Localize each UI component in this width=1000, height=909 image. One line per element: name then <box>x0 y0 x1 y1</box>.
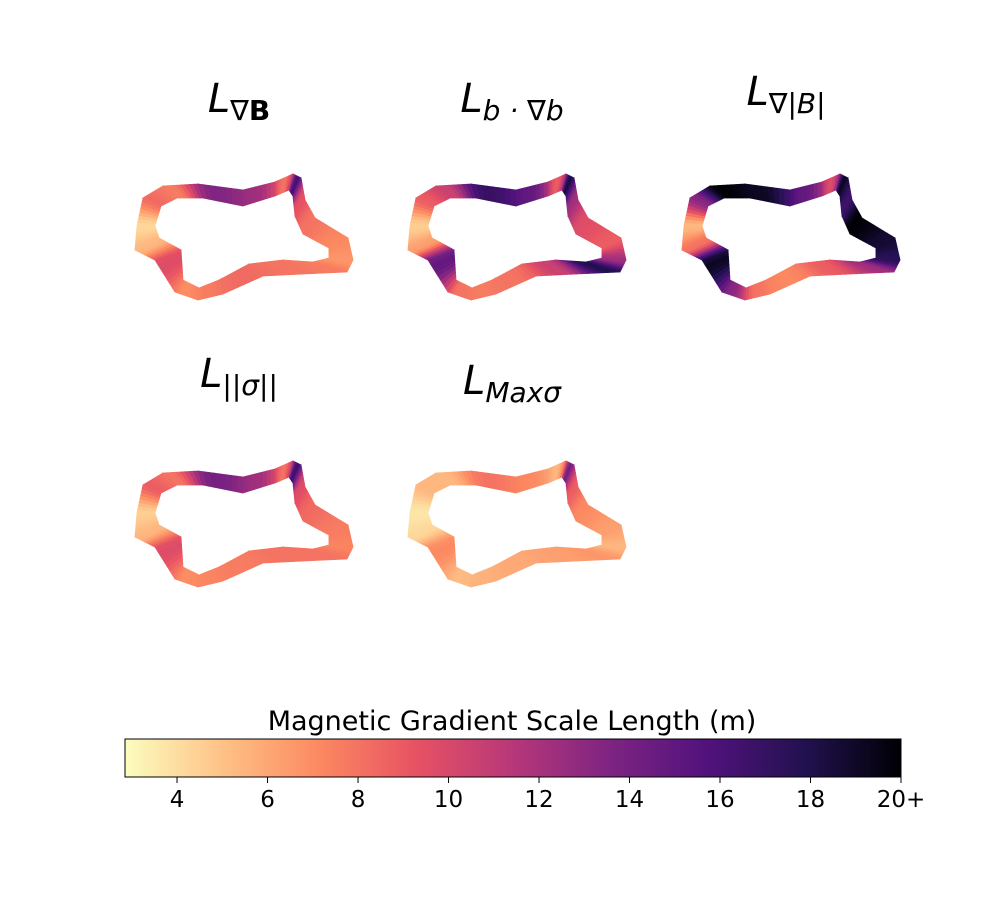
surface-segment <box>258 471 264 489</box>
surface-segment <box>509 475 517 494</box>
title-subscript: b · ∇b <box>483 94 564 127</box>
stellarator-surface <box>134 173 354 301</box>
surface-segment <box>236 188 244 207</box>
surface-segment <box>515 475 521 494</box>
surface-segment <box>543 468 549 485</box>
surface-segment <box>515 188 521 207</box>
colorbar: Magnetic Gradient Scale Length (m) 4 6 8 10… <box>124 706 926 813</box>
surface-segment <box>270 181 276 198</box>
surface-segment <box>409 512 430 517</box>
surface-segment <box>136 512 157 517</box>
surface-segment <box>242 188 248 207</box>
stellarator-surface <box>134 460 354 588</box>
title-subscript: ∇|B| <box>768 87 826 120</box>
panel-title-sigma-norm: L||σ|| <box>200 351 278 402</box>
panel-title-max-sigma: LMaxσ <box>463 358 562 409</box>
stellarator-surface <box>407 460 627 588</box>
colorbar-gradient <box>124 738 902 778</box>
surface-segment <box>519 474 525 493</box>
panel-title-grad-b: L∇B <box>208 76 270 127</box>
surface-segment <box>258 184 264 202</box>
surface-segment <box>246 187 252 206</box>
surface-segment <box>805 184 811 202</box>
colorbar-tick-label: 14 <box>615 787 644 813</box>
panel-max-sigma: LMaxσ <box>407 358 627 588</box>
colorbar-tick-label: 12 <box>524 787 553 813</box>
colorbar-tick-label: 10 <box>434 787 463 813</box>
title-subscript-bold: B <box>249 94 270 127</box>
panel-title-b-dot-grad-b: Lb · ∇b <box>460 76 563 127</box>
title-subscript: ||σ|| <box>222 369 277 402</box>
surface-segment <box>246 474 252 493</box>
surface-segment <box>801 185 807 203</box>
surface-segment <box>519 187 525 206</box>
colorbar-tick-label: 20+ <box>877 787 926 813</box>
surface-segment <box>136 225 157 230</box>
surface-segment <box>531 184 537 202</box>
surface-segment <box>817 181 823 198</box>
title-symbol: L <box>463 358 485 404</box>
surface-segment <box>539 182 545 200</box>
stellarator-surface <box>681 173 901 301</box>
surface-segment <box>254 472 260 490</box>
surface-segment <box>535 183 541 201</box>
surface-segment <box>793 187 799 206</box>
surface-segment <box>250 473 256 492</box>
surface-segment <box>809 183 815 201</box>
surface-segment <box>527 185 533 203</box>
panel-b-dot-grad-b: Lb · ∇b <box>407 76 627 301</box>
surface-segment <box>543 181 549 198</box>
surface-segment <box>236 475 244 494</box>
surface-segment <box>531 471 537 489</box>
title-symbol: L <box>200 351 222 397</box>
surface-segment <box>683 225 704 230</box>
surface-segment <box>266 469 272 487</box>
colorbar-tick-label: 4 <box>170 787 185 813</box>
surface-segment <box>262 470 268 488</box>
colorbar-ticks: 4 6 8 10 12 14 16 18 20+ <box>170 777 926 813</box>
surface-segment <box>242 475 248 494</box>
title-subscript: Maxσ <box>485 376 562 409</box>
surface-segment <box>523 473 529 492</box>
surface-segment <box>539 469 545 487</box>
colorbar-tick-label: 18 <box>796 787 825 813</box>
panel-grad-abs-b: L∇|B| <box>681 69 901 301</box>
surface-segment <box>789 188 795 207</box>
surface-segment <box>509 188 517 207</box>
surface-segment <box>527 472 533 490</box>
surface-segment <box>797 186 803 205</box>
surface-segment <box>254 185 260 203</box>
panel-grad-b: L∇B <box>134 76 354 301</box>
panel-sigma-norm: L||σ|| <box>134 351 354 588</box>
surface-segment <box>266 182 272 200</box>
title-symbol: L <box>460 76 482 122</box>
surface-segment <box>813 182 819 200</box>
surface-segment <box>250 186 256 205</box>
surface-segment <box>523 186 529 205</box>
stellarator-surface <box>407 173 627 301</box>
colorbar-tick-label: 8 <box>351 787 366 813</box>
panel-title-grad-abs-b: L∇|B| <box>746 69 825 120</box>
title-symbol: L <box>208 76 230 122</box>
surface-segment <box>262 183 268 201</box>
colorbar-title: Magnetic Gradient Scale Length (m) <box>268 706 757 737</box>
title-subscript: ∇ <box>229 94 249 127</box>
surface-segment <box>535 470 541 488</box>
title-symbol: L <box>746 69 768 115</box>
surface-segment <box>783 188 791 207</box>
surface-segment <box>270 468 276 485</box>
colorbar-tick-label: 16 <box>705 787 734 813</box>
surface-segment <box>409 225 430 230</box>
colorbar-tick-label: 6 <box>260 787 275 813</box>
